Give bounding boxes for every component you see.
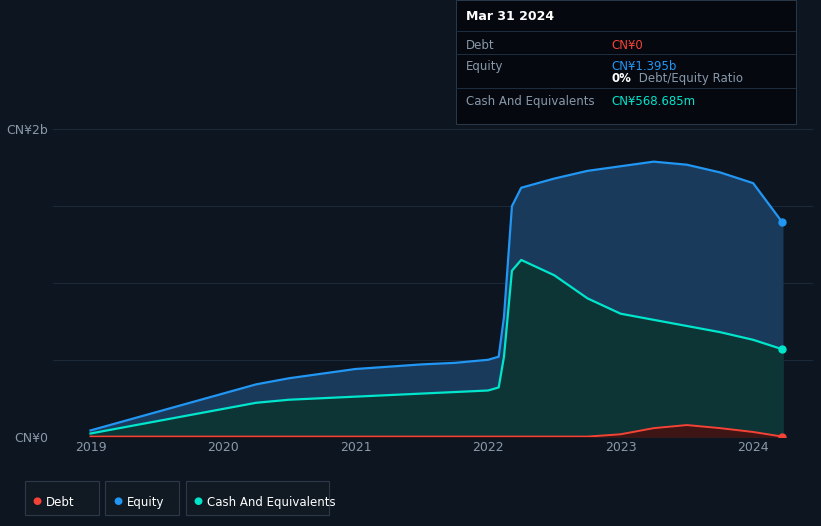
Text: Cash And Equivalents: Cash And Equivalents bbox=[466, 95, 594, 108]
Text: CN¥0: CN¥0 bbox=[612, 39, 644, 53]
Text: ●: ● bbox=[33, 496, 42, 506]
Text: Debt: Debt bbox=[466, 39, 494, 53]
Text: Equity: Equity bbox=[126, 496, 164, 509]
Text: ●: ● bbox=[194, 496, 203, 506]
Text: Mar 31 2024: Mar 31 2024 bbox=[466, 10, 553, 23]
Text: CN¥568.685m: CN¥568.685m bbox=[612, 95, 695, 108]
Text: Debt: Debt bbox=[46, 496, 75, 509]
Text: 0%: 0% bbox=[612, 72, 631, 85]
Text: Cash And Equivalents: Cash And Equivalents bbox=[207, 496, 336, 509]
Text: Debt/Equity Ratio: Debt/Equity Ratio bbox=[635, 72, 743, 85]
Text: ●: ● bbox=[113, 496, 122, 506]
Text: Equity: Equity bbox=[466, 60, 503, 73]
Text: CN¥1.395b: CN¥1.395b bbox=[612, 60, 677, 73]
